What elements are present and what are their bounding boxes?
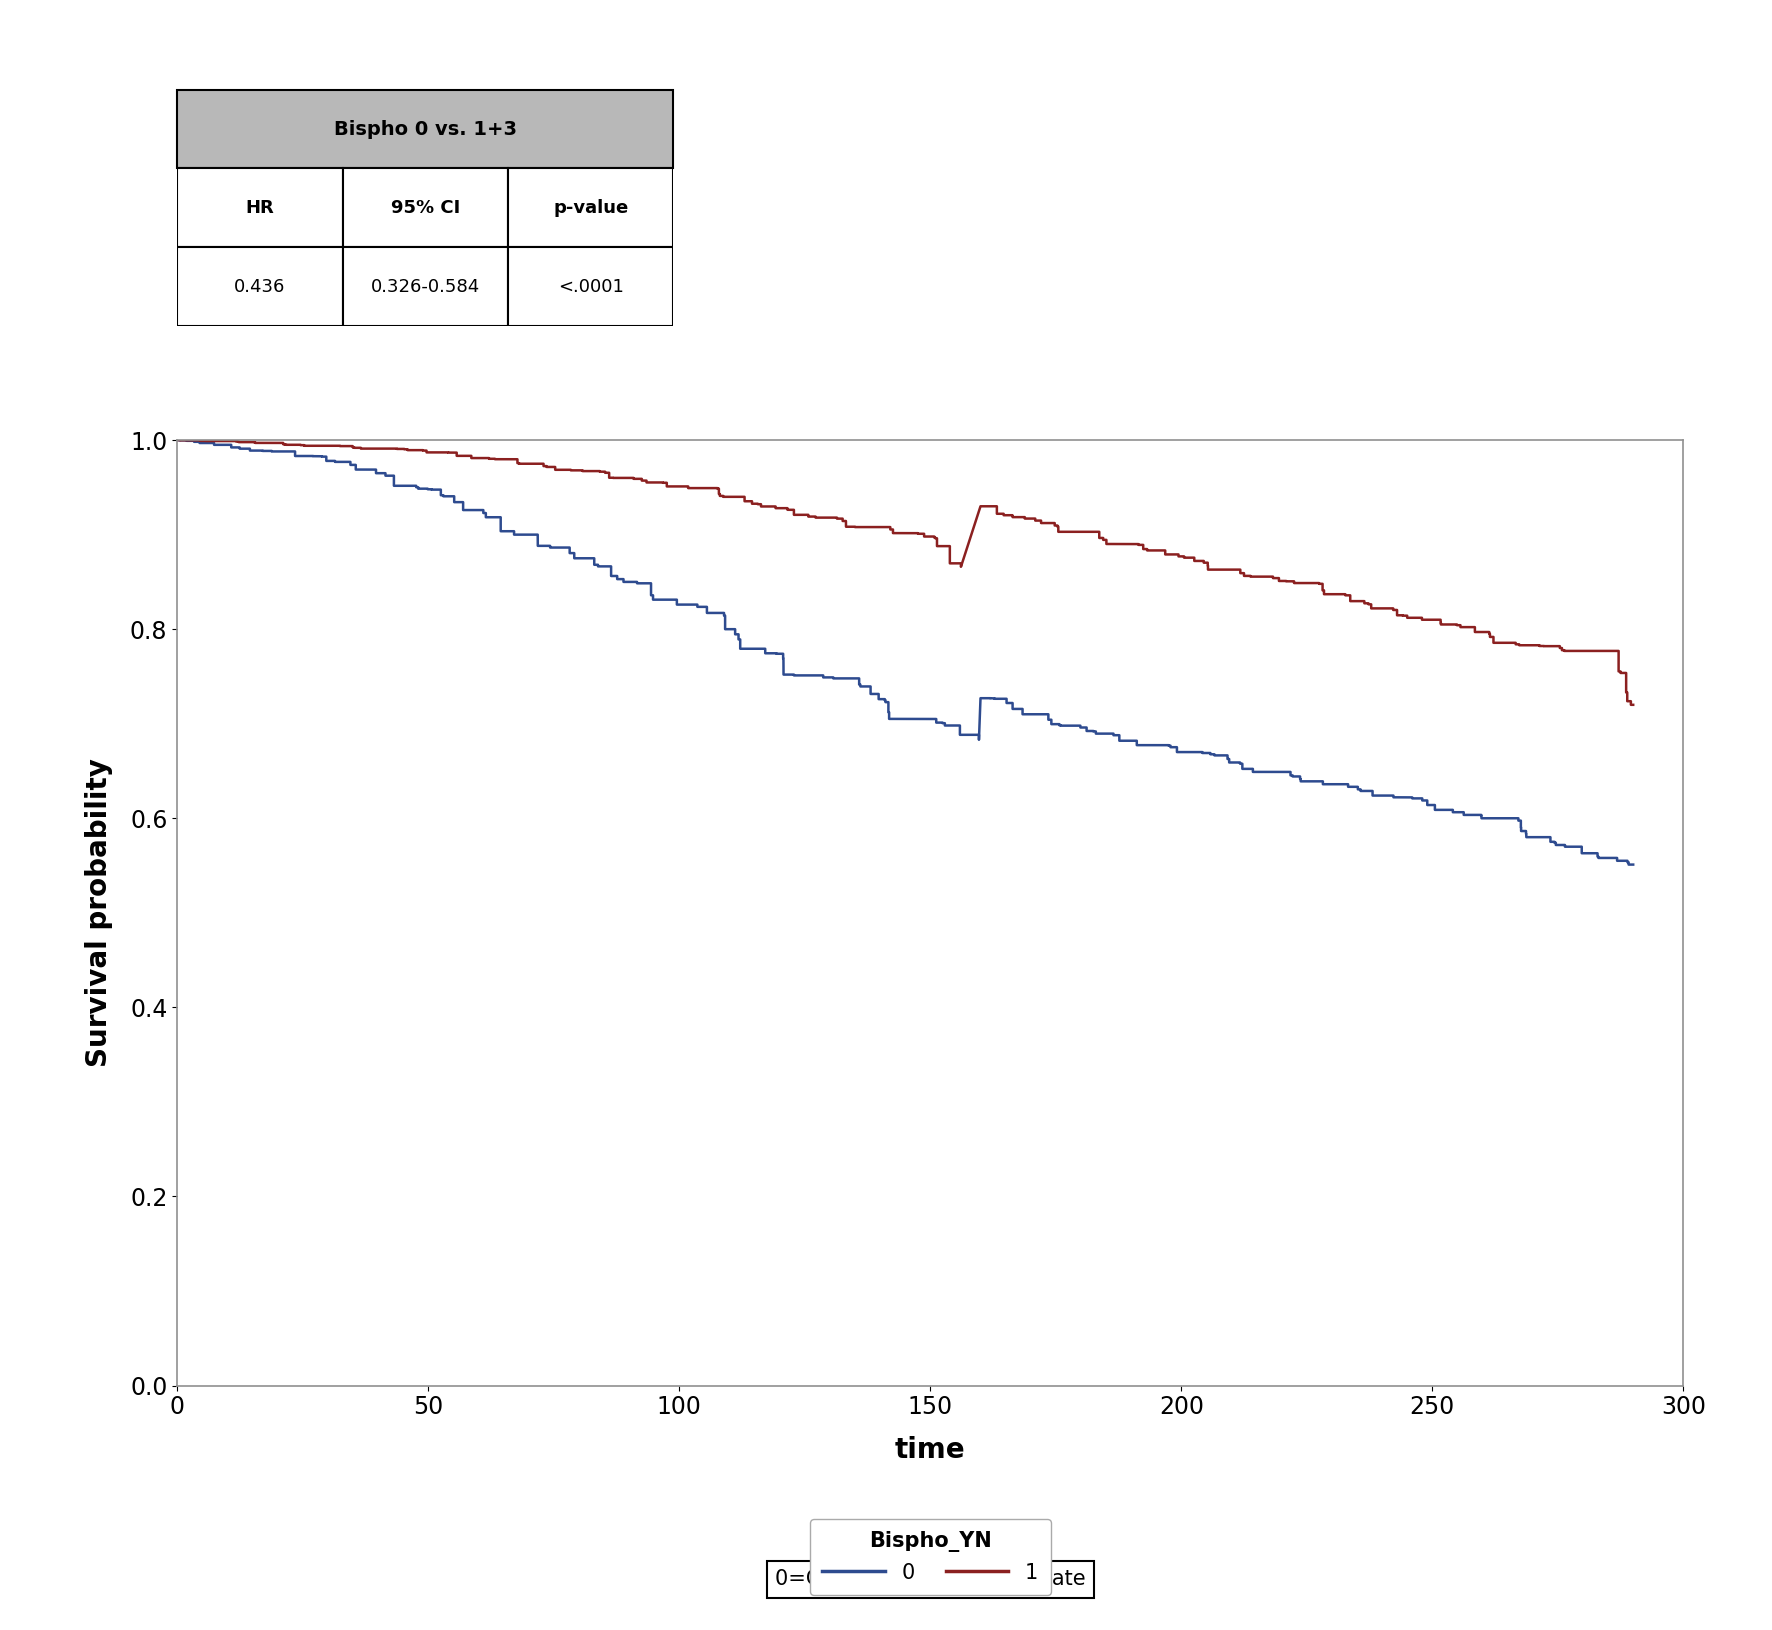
Legend: 0, 1: 0, 1	[810, 1519, 1051, 1596]
Bar	[177, 168, 342, 248]
Text: Bispho 0 vs. 1+3: Bispho 0 vs. 1+3	[333, 119, 517, 139]
Text: 0=Control 1=Bisphosphonate: 0=Control 1=Bisphosphonate	[774, 1570, 1086, 1589]
Bar	[177, 248, 342, 326]
Bar	[509, 248, 673, 326]
Text: p-value: p-value	[553, 199, 629, 217]
Text: HR: HR	[246, 199, 275, 217]
Bar	[509, 168, 673, 248]
X-axis label: time: time	[895, 1436, 966, 1464]
Text: 0.436: 0.436	[234, 277, 285, 295]
Bar	[342, 168, 509, 248]
Bar	[342, 248, 509, 326]
Bar	[177, 90, 673, 168]
Y-axis label: Survival probability: Survival probability	[85, 758, 113, 1068]
Text: 95% CI: 95% CI	[390, 199, 461, 217]
Text: 0.326-0.584: 0.326-0.584	[370, 277, 480, 295]
Text: <.0001: <.0001	[558, 277, 624, 295]
